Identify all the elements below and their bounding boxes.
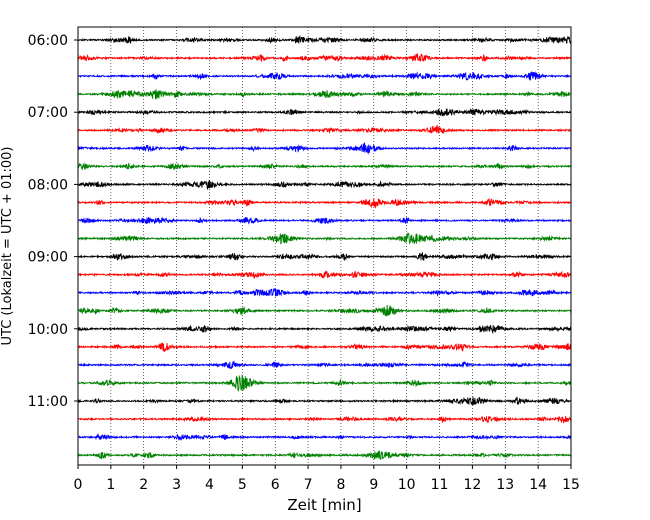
trace-line <box>77 252 572 262</box>
trace-line <box>77 433 572 441</box>
x-tick-label: 2 <box>139 477 148 493</box>
plot-frame <box>77 26 572 466</box>
x-tick-label: 14 <box>529 477 547 493</box>
x-tick-label: 10 <box>398 477 416 493</box>
trace-line <box>77 415 572 424</box>
trace-line <box>77 142 572 155</box>
trace-line <box>77 179 572 190</box>
x-tick-label: 7 <box>304 477 313 493</box>
x-tick-label: 13 <box>496 477 514 493</box>
x-tick-label: 11 <box>431 477 449 493</box>
x-tick-label: 5 <box>238 477 247 493</box>
y-axis-ticks: 06:00 07:00 08:00 09:00 10:00 11:00 <box>28 33 78 410</box>
trace-line <box>77 217 572 225</box>
trace-line <box>77 124 572 135</box>
y-tick-label: 06:00 <box>28 33 68 49</box>
trace-line <box>77 360 572 370</box>
x-axis-ticks: 0 1 2 3 4 5 6 7 8 9 10 11 12 13 14 15 <box>74 465 580 493</box>
trace-line <box>77 287 572 297</box>
trace-line <box>77 34 572 45</box>
x-tick-label: 1 <box>106 477 115 493</box>
x-tick-label: 15 <box>562 477 580 493</box>
trace-line <box>77 396 572 406</box>
trace-line <box>77 342 572 352</box>
trace-line <box>77 231 572 245</box>
y-tick-label: 07:00 <box>28 105 68 121</box>
trace-line <box>77 304 572 317</box>
y-tick-label: 11:00 <box>28 394 68 410</box>
trace-line <box>77 53 572 63</box>
trace-line <box>77 270 572 279</box>
y-tick-label: 08:00 <box>28 177 68 193</box>
y-tick-label: 10:00 <box>28 322 68 338</box>
x-axis-label: Zeit [min] <box>287 496 361 514</box>
x-tick-label: 8 <box>336 477 345 493</box>
seismic-traces <box>77 34 572 460</box>
x-tick-label: 12 <box>463 477 481 493</box>
vertical-gridlines <box>110 27 539 465</box>
x-tick-label: 4 <box>205 477 214 493</box>
trace-line <box>77 450 572 460</box>
trace-line <box>77 324 572 335</box>
x-tick-label: 3 <box>172 477 181 493</box>
x-tick-label: 9 <box>369 477 378 493</box>
trace-line <box>77 162 572 170</box>
y-tick-label: 09:00 <box>28 250 68 266</box>
trace-line <box>77 197 572 209</box>
y-axis-label: UTC (Lokalzeit = UTC + 01:00) <box>0 147 15 346</box>
trace-line <box>77 108 572 117</box>
x-tick-label: 6 <box>271 477 280 493</box>
x-tick-label: 0 <box>74 477 83 493</box>
trace-line <box>77 89 572 100</box>
trace-line <box>77 70 572 81</box>
trace-line <box>77 373 572 393</box>
